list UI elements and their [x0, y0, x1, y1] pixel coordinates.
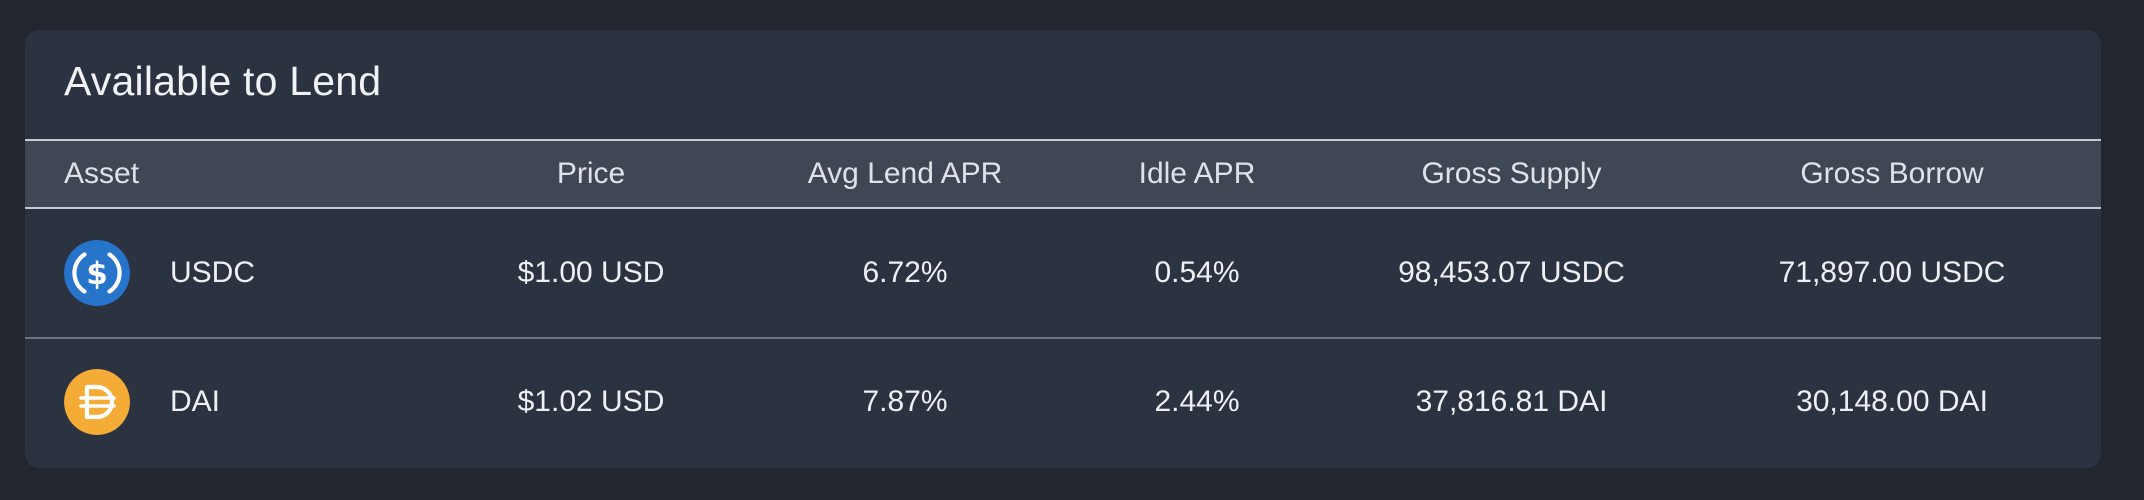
gross-supply-cell: 98,453.07 USDC	[1398, 256, 1625, 289]
column-header-idle-apr[interactable]: Idle APR	[1138, 157, 1256, 190]
price-cell: $1.00 USD	[517, 256, 665, 289]
column-header-price[interactable]: Price	[556, 157, 626, 190]
asset-cell: DAI	[25, 369, 426, 435]
available-to-lend-panel: Available to Lend Asset Price Avg Lend A…	[25, 30, 2101, 468]
usdc-coin-icon: $	[64, 240, 130, 306]
column-header-asset[interactable]: Asset	[64, 157, 140, 190]
column-header-gross-supply[interactable]: Gross Supply	[1421, 157, 1602, 190]
asset-name: USDC	[170, 256, 256, 289]
asset-name: DAI	[170, 385, 221, 418]
column-header-avg-lend-apr[interactable]: Avg Lend APR	[807, 157, 1003, 190]
idle-apr-cell: 2.44%	[1154, 385, 1240, 418]
idle-apr-cell: 0.54%	[1154, 256, 1240, 289]
asset-cell: $ USDC	[25, 240, 426, 306]
price-cell: $1.02 USD	[517, 385, 665, 418]
gross-supply-cell: 37,816.81 DAI	[1415, 385, 1608, 418]
table-header-row: Asset Price Avg Lend APR Idle APR Gross …	[25, 139, 2101, 209]
panel-title: Available to Lend	[64, 58, 382, 104]
svg-text:$: $	[86, 256, 108, 292]
table-row-usdc[interactable]: $ USDC $1.00 USD 6.72% 0.54% 98,453.07 U…	[25, 209, 2101, 337]
avg-lend-apr-cell: 6.72%	[862, 256, 948, 289]
table-row-dai[interactable]: DAI $1.02 USD 7.87% 2.44% 37,816.81 DAI …	[25, 337, 2101, 465]
avg-lend-apr-cell: 7.87%	[862, 385, 948, 418]
dai-coin-icon	[64, 369, 130, 435]
lend-table: Asset Price Avg Lend APR Idle APR Gross …	[25, 139, 2101, 465]
gross-borrow-cell: 30,148.00 DAI	[1796, 385, 1988, 418]
column-header-gross-borrow[interactable]: Gross Borrow	[1800, 157, 1984, 190]
gross-borrow-cell: 71,897.00 USDC	[1778, 256, 2006, 289]
